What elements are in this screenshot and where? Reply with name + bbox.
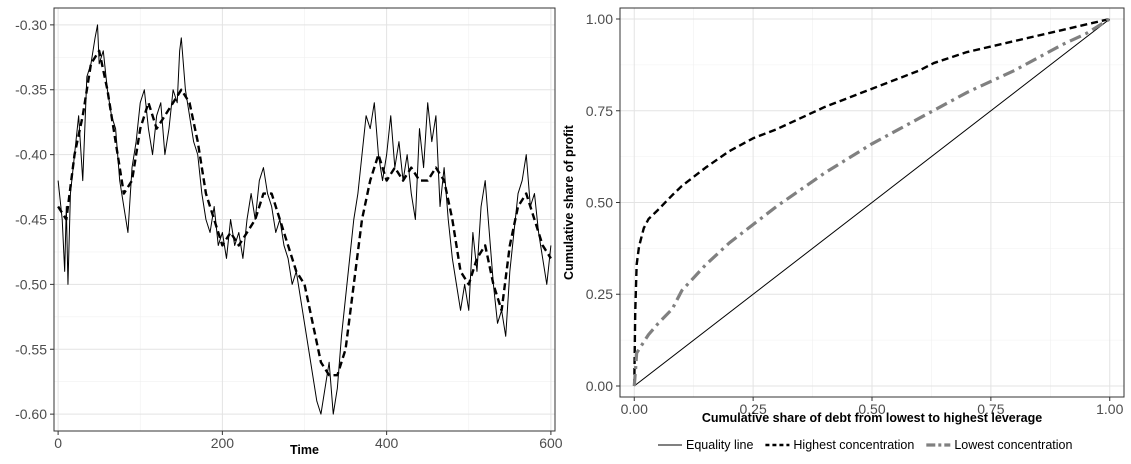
x-tick-label: 0.50 bbox=[858, 401, 885, 417]
series-line-highest-concentration bbox=[633, 17, 1111, 387]
y-tick-label: 0.75 bbox=[586, 103, 613, 119]
legend-label-lowest-concentration: Lowest concentration bbox=[954, 438, 1072, 452]
y-tick-label: -0.35 bbox=[15, 82, 47, 98]
y-tick-label: 0.50 bbox=[586, 195, 613, 211]
y-tick-label: 0.00 bbox=[586, 378, 613, 394]
x-tick-label: 600 bbox=[539, 435, 563, 451]
legend-label-equality-line: Equality line bbox=[686, 438, 753, 452]
y-tick-label: -0.50 bbox=[15, 276, 47, 292]
x-tick-label: 0.25 bbox=[740, 401, 767, 417]
x-tick-label: 400 bbox=[375, 435, 399, 451]
x-tick-label: 0.00 bbox=[621, 401, 648, 417]
series-line-equality-line bbox=[633, 18, 1111, 387]
y-tick-label: -0.30 bbox=[15, 17, 47, 33]
lorenz-curve-panel: 0.00 0.25 0.50 0.75 1.00 0.00 0.25 0.50 0.75 1.00… bbox=[562, 7, 1125, 425]
time-series-panel: 0 200 400 600 -0.30 -0.35 -0.40 -0.45 -0.50 -0.55… bbox=[15, 7, 563, 457]
x-tick-label: 0.75 bbox=[977, 401, 1004, 417]
x-tick-label: 0 bbox=[54, 435, 62, 451]
x-tick-label: 1.00 bbox=[1096, 401, 1123, 417]
series-line-lowest-concentration bbox=[632, 17, 1111, 387]
y-tick-label: 1.00 bbox=[586, 11, 613, 27]
y-tick-label: -0.45 bbox=[15, 212, 47, 228]
y-tick-label: -0.55 bbox=[15, 341, 47, 357]
legend-label-highest-concentration: Highest concentration bbox=[793, 438, 914, 452]
x-axis-label: Time bbox=[290, 443, 319, 457]
y-tick-label: -0.40 bbox=[15, 147, 47, 163]
y-axis-label: Cumulative share of profit bbox=[562, 124, 576, 280]
legend: Equality line Highest concentration Lowest… bbox=[658, 438, 1072, 452]
y-tick-label: -0.60 bbox=[15, 406, 47, 422]
x-tick-label: 200 bbox=[211, 435, 235, 451]
x-axis-label: Cumulative share of debt from lowest to … bbox=[702, 411, 1042, 425]
y-tick-label: 0.25 bbox=[586, 286, 613, 302]
series-line-series-2 bbox=[57, 49, 552, 377]
